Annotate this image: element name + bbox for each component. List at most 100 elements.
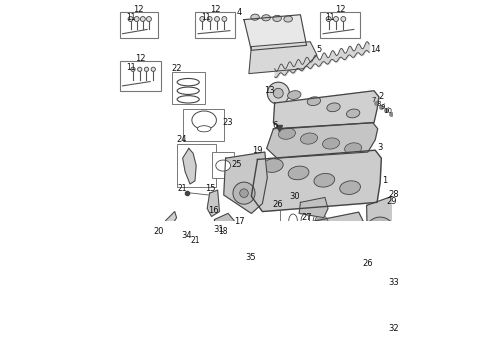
- Bar: [183, 109, 224, 141]
- Circle shape: [147, 17, 151, 22]
- Polygon shape: [267, 123, 378, 158]
- Bar: [176, 144, 217, 187]
- Text: 16: 16: [208, 206, 219, 215]
- Ellipse shape: [346, 109, 360, 118]
- Circle shape: [134, 17, 139, 22]
- Polygon shape: [244, 15, 307, 50]
- Circle shape: [233, 182, 255, 204]
- Ellipse shape: [332, 227, 346, 245]
- Ellipse shape: [278, 128, 295, 139]
- Text: 5: 5: [316, 45, 321, 54]
- Circle shape: [138, 67, 142, 71]
- Bar: [172, 72, 205, 104]
- Text: 27: 27: [301, 212, 312, 221]
- Text: 12: 12: [335, 5, 345, 14]
- Text: 12: 12: [135, 54, 146, 63]
- Polygon shape: [367, 196, 393, 262]
- Text: 21: 21: [178, 184, 188, 193]
- Text: 1: 1: [382, 176, 388, 185]
- Polygon shape: [190, 238, 208, 267]
- Bar: [280, 208, 324, 232]
- Text: 11: 11: [126, 63, 135, 72]
- Ellipse shape: [263, 159, 283, 172]
- Polygon shape: [299, 197, 328, 218]
- Text: 10: 10: [384, 108, 392, 114]
- Ellipse shape: [327, 103, 340, 112]
- Text: 13: 13: [265, 86, 275, 95]
- Ellipse shape: [273, 15, 281, 22]
- Ellipse shape: [197, 126, 211, 132]
- Ellipse shape: [251, 14, 259, 20]
- Text: 25: 25: [231, 160, 242, 169]
- Text: 14: 14: [370, 45, 380, 54]
- Circle shape: [268, 82, 290, 104]
- Ellipse shape: [288, 166, 309, 180]
- Text: 18: 18: [219, 227, 228, 236]
- Text: 11: 11: [201, 13, 211, 22]
- Text: 11: 11: [126, 13, 135, 22]
- Text: 23: 23: [223, 118, 233, 127]
- Text: 35: 35: [245, 253, 255, 262]
- Ellipse shape: [262, 15, 270, 21]
- Text: 12: 12: [133, 5, 144, 14]
- Circle shape: [207, 17, 212, 22]
- Circle shape: [273, 88, 283, 98]
- Ellipse shape: [177, 78, 199, 86]
- Ellipse shape: [322, 309, 334, 316]
- Text: 22: 22: [172, 64, 182, 73]
- Circle shape: [200, 17, 205, 22]
- Text: 19: 19: [252, 147, 263, 156]
- Circle shape: [220, 234, 228, 242]
- Polygon shape: [207, 190, 220, 216]
- Polygon shape: [213, 213, 234, 245]
- Polygon shape: [273, 91, 379, 129]
- Circle shape: [366, 217, 395, 247]
- Ellipse shape: [192, 111, 217, 129]
- Ellipse shape: [344, 143, 362, 154]
- Text: 9: 9: [381, 104, 386, 110]
- Circle shape: [374, 226, 386, 238]
- Text: 8: 8: [377, 101, 381, 107]
- Circle shape: [326, 17, 331, 22]
- Text: 17: 17: [234, 217, 245, 226]
- Circle shape: [242, 291, 251, 301]
- Polygon shape: [305, 212, 365, 272]
- Text: 24: 24: [176, 135, 187, 144]
- Circle shape: [240, 189, 248, 197]
- Text: 12: 12: [210, 5, 220, 14]
- Polygon shape: [201, 227, 210, 240]
- Text: 3: 3: [377, 143, 383, 152]
- Bar: [212, 152, 234, 178]
- Circle shape: [341, 17, 346, 22]
- Text: 2: 2: [379, 93, 384, 102]
- Ellipse shape: [340, 181, 361, 194]
- Circle shape: [131, 67, 135, 71]
- Circle shape: [215, 17, 220, 22]
- Text: 15: 15: [205, 184, 216, 193]
- Text: 29: 29: [386, 197, 396, 206]
- Circle shape: [334, 17, 339, 22]
- Polygon shape: [308, 262, 393, 294]
- Text: 28: 28: [388, 190, 399, 199]
- Text: 4: 4: [237, 8, 242, 17]
- Bar: [195, 12, 235, 38]
- Text: 21: 21: [190, 236, 200, 245]
- Polygon shape: [251, 150, 381, 212]
- Polygon shape: [304, 283, 393, 336]
- Text: 11: 11: [325, 13, 335, 22]
- Circle shape: [140, 17, 145, 22]
- Polygon shape: [249, 42, 317, 73]
- Circle shape: [151, 67, 155, 71]
- Text: 26: 26: [363, 259, 373, 268]
- Bar: [120, 12, 157, 38]
- Circle shape: [190, 246, 207, 263]
- Circle shape: [215, 228, 234, 248]
- Polygon shape: [163, 212, 176, 232]
- Bar: [120, 61, 161, 91]
- Ellipse shape: [177, 87, 199, 94]
- Ellipse shape: [289, 214, 297, 228]
- Ellipse shape: [314, 174, 335, 187]
- Text: 20: 20: [153, 227, 163, 236]
- Text: 32: 32: [388, 324, 399, 333]
- Polygon shape: [224, 152, 268, 213]
